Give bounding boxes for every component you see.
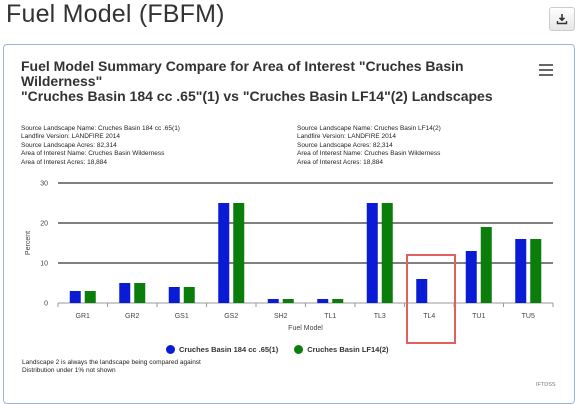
chart-title-line-1: Fuel Model Summary Compare for Area of I… <box>21 58 464 74</box>
x-tick-label: GS1 <box>175 313 189 320</box>
download-button[interactable] <box>549 7 575 31</box>
bar-tu5-series-2 <box>530 239 542 303</box>
legend-label-series-2: Cruches Basin LF14(2) <box>307 345 389 354</box>
download-icon <box>556 14 568 25</box>
chart-legend: Cruches Basin 184 cc .65(1) Cruches Basi… <box>166 345 405 354</box>
tl4-highlight-box <box>406 254 456 344</box>
chart-title-line-2: Wilderness" <box>21 73 103 89</box>
legend-label-series-1: Cruches Basin 184 cc .65(1) <box>179 345 279 354</box>
bar-gs1-series-2 <box>183 287 195 303</box>
bar-tl3-series-1 <box>366 203 378 303</box>
legend-marker-series-1 <box>166 345 175 354</box>
bar-tl1-series-1 <box>317 299 329 303</box>
y-tick-label: 20 <box>40 221 48 228</box>
info-right-line: Landfire Version: LANDFIRE 2014 <box>297 133 396 141</box>
bar-tl4-series-1 <box>416 279 428 303</box>
chart-title: Fuel Model Summary Compare for Area of I… <box>21 59 521 104</box>
chart-credits: IFTDSS <box>536 382 556 388</box>
x-tick-label: TL3 <box>374 313 386 320</box>
info-left-line: Source Landscape Acres: 82,314 <box>21 141 117 149</box>
chart-title-line-3: "Cruches Basin 184 cc .65"(1) vs "Cruche… <box>21 88 493 104</box>
legend-item-series-1[interactable]: Cruches Basin 184 cc .65(1) <box>166 345 278 354</box>
bar-gs2-series-2 <box>233 203 245 303</box>
y-axis-title: Percent <box>25 231 32 255</box>
page-title: Fuel Model (FBFM) <box>6 0 225 28</box>
bar-tu1-series-1 <box>465 251 477 303</box>
info-right-line: Source Landscape Acres: 82,314 <box>297 141 393 149</box>
legend-marker-series-2 <box>294 345 304 354</box>
source-info-left: Source Landscape Name: Cruches Basin 184… <box>21 125 180 167</box>
hamburger-menu-icon[interactable] <box>539 64 553 76</box>
info-right-line: Source Landscape Name: Cruches Basin LF1… <box>297 125 441 132</box>
bar-gr1-series-2 <box>84 291 96 303</box>
info-left-line: Area of Interest Acres: 18,884 <box>21 158 107 166</box>
x-axis-title: Fuel Model <box>288 325 323 332</box>
info-left-line: Area of Interest Name: Cruches Basin Wil… <box>21 150 165 158</box>
info-right-line: Area of Interest Acres: 18,884 <box>297 158 383 166</box>
bar-gs1-series-1 <box>168 287 180 303</box>
note-line: Distribution under 1% not shown <box>22 367 116 374</box>
bar-sh2-series-2 <box>282 299 294 303</box>
bar-gr2-series-2 <box>134 283 146 303</box>
info-left-line: Source Landscape Name: Cruches Basin 184… <box>21 125 180 132</box>
bar-sh2-series-1 <box>267 299 279 303</box>
bar-tu5-series-1 <box>515 239 527 303</box>
x-tick-label: GR1 <box>76 313 91 320</box>
x-tick-label: SH2 <box>274 313 288 320</box>
x-tick-label: TL1 <box>324 313 336 320</box>
x-tick-label: TL4 <box>423 313 435 320</box>
bar-gs2-series-1 <box>218 203 230 303</box>
legend-item-series-2[interactable]: Cruches Basin LF14(2) <box>294 345 389 354</box>
info-right-line: Area of Interest Name: Cruches Basin Wil… <box>297 150 441 158</box>
x-tick-label: TU5 <box>522 313 535 320</box>
x-tick-label: GR2 <box>125 313 140 320</box>
bar-gr2-series-1 <box>119 283 131 303</box>
bar-tl3-series-2 <box>381 203 393 303</box>
info-left-line: Landfire Version: LANDFIRE 2014 <box>21 133 120 141</box>
bar-tu1-series-2 <box>480 227 492 303</box>
x-tick-label: TU1 <box>472 313 485 320</box>
chart-notes: Landscape 2 is always the landscape bein… <box>22 359 201 375</box>
y-tick-label: 0 <box>44 301 48 308</box>
bar-tl1-series-2 <box>332 299 344 303</box>
bar-gr1-series-1 <box>69 291 81 303</box>
y-tick-label: 30 <box>40 181 48 188</box>
x-tick-label: GS2 <box>224 313 238 320</box>
note-line: Landscape 2 is always the landscape bein… <box>22 359 201 366</box>
y-tick-label: 10 <box>40 261 48 268</box>
source-info-right: Source Landscape Name: Cruches Basin LF1… <box>297 125 441 167</box>
